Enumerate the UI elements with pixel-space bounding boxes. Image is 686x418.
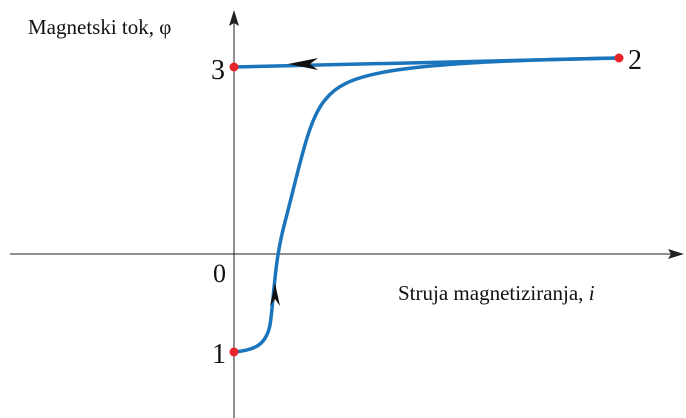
- point-label: 1: [212, 339, 226, 370]
- arrow-left: [288, 58, 318, 70]
- origin-label: 0: [213, 259, 226, 288]
- x-label-text: Struja magnetiziranja,: [398, 281, 583, 305]
- point-label: 3: [211, 55, 225, 86]
- point-3: [229, 62, 239, 72]
- return-curve: [233, 56, 620, 69]
- y-axis-label: Magnetski tok, φ: [28, 15, 171, 39]
- point-label: 2: [628, 45, 642, 76]
- x-label-symbol: i: [589, 281, 595, 305]
- x-axis-label: Struja magnetiziranja, i: [398, 281, 595, 305]
- point-1: [229, 347, 239, 357]
- magnetization-curve: [233, 56, 620, 354]
- arrow-up: [270, 283, 280, 306]
- x-axis-arrow: [668, 249, 684, 259]
- point-2: [614, 53, 624, 63]
- y-axis-arrow: [229, 10, 239, 26]
